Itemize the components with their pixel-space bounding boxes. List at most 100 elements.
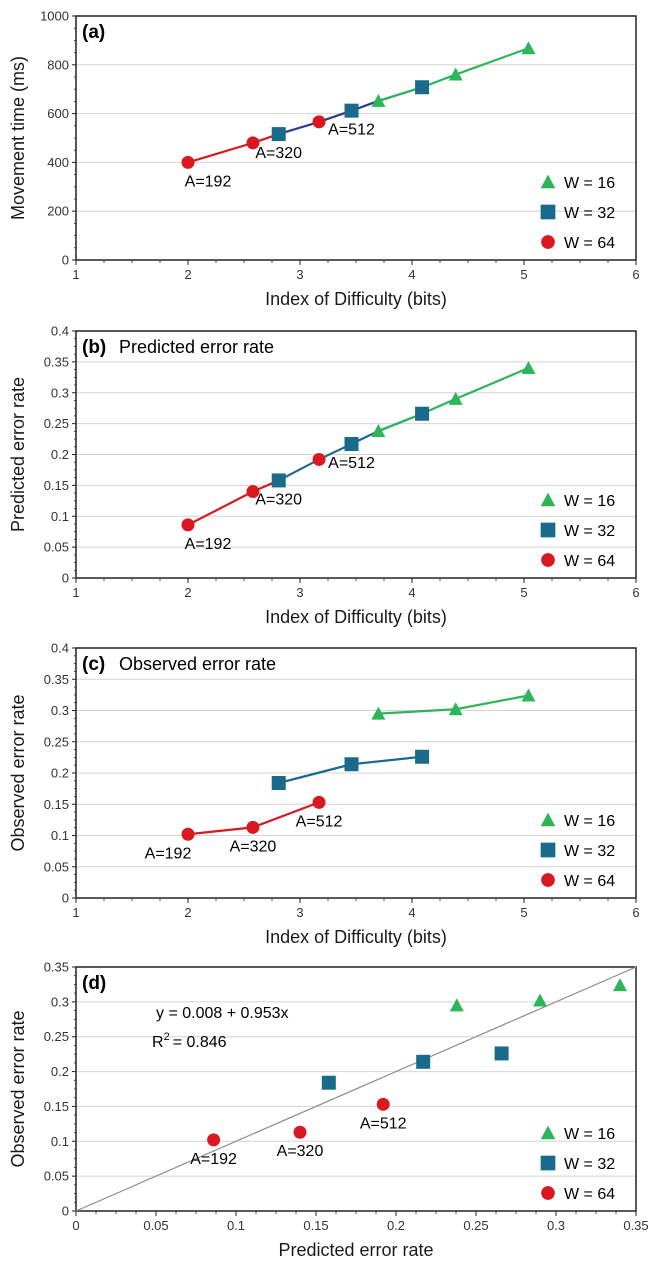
point-w64 xyxy=(207,1133,221,1147)
legend-label: W = 32 xyxy=(564,843,615,860)
y-tick-label: 0.2 xyxy=(51,1064,69,1079)
point-annotation: A=320 xyxy=(255,491,302,508)
x-tick-label: 0.1 xyxy=(227,1218,245,1233)
x-tick-label: 6 xyxy=(632,267,639,282)
point-annotation: A=512 xyxy=(296,813,343,830)
x-tick-label: 5 xyxy=(520,267,527,282)
y-tick-label: 0.05 xyxy=(44,540,69,555)
point-annotation: A=512 xyxy=(328,122,375,139)
point-w32 xyxy=(415,749,430,764)
x-tick-label: 0.05 xyxy=(143,1218,168,1233)
legend-marker xyxy=(541,1186,555,1200)
x-tick-label: 2 xyxy=(184,585,191,600)
point-w16 xyxy=(448,391,463,405)
point-w16 xyxy=(371,93,386,107)
y-tick-label: 0.1 xyxy=(51,1134,69,1149)
x-tick-label: 0.35 xyxy=(623,1218,648,1233)
legend-label: W = 32 xyxy=(564,523,615,540)
y-tick-label: 0.05 xyxy=(44,859,69,874)
legend-label: W = 32 xyxy=(564,205,615,222)
legend: W = 16 W = 32 W = 64 xyxy=(540,174,615,252)
point-w64 xyxy=(246,820,260,834)
legend: W = 16 W = 32 W = 64 xyxy=(540,492,615,570)
point-w64 xyxy=(181,155,195,169)
panel-d: 0 0.05 0.1 0.15 0.2 0.25 0.3 0.35 0 0.05 0.1 0.15 0.… xyxy=(8,960,649,1261)
panel-tag: (b) xyxy=(82,337,106,358)
point-w64 xyxy=(246,485,260,499)
plot-frame xyxy=(75,647,637,899)
panel-tag: (c) xyxy=(82,654,105,675)
point-w32 xyxy=(415,406,430,421)
r-squared-value: = 0.846 xyxy=(173,1034,227,1051)
r-squared: R2 = 0.846 xyxy=(152,1031,227,1051)
y-tick-label: 600 xyxy=(47,106,69,121)
y-tick-label: 0.35 xyxy=(44,960,69,975)
x-tick-label: 3 xyxy=(296,585,303,600)
y-tick-label: 0.15 xyxy=(44,478,69,493)
legend-marker xyxy=(540,1125,556,1140)
legend-label: W = 64 xyxy=(564,553,615,570)
legend-marker xyxy=(540,492,556,507)
point-annotation: A=512 xyxy=(360,1115,407,1132)
panel-b: 0 0.05 0.1 0.15 0.2 0.25 0.3 0.35 0.4 1 2 3 4 5 6 A=192… xyxy=(8,324,640,628)
x-tick-label: 3 xyxy=(296,267,303,282)
series-line xyxy=(378,47,529,102)
point-w64 xyxy=(181,827,195,841)
point-w64 xyxy=(312,115,326,129)
legend-label: W = 64 xyxy=(564,235,615,252)
x-tick-label: 3 xyxy=(296,905,303,920)
y-tick-label: 0.3 xyxy=(51,994,69,1009)
x-tick-label: 6 xyxy=(632,585,639,600)
y-axis-title: Predicted error rate xyxy=(8,377,28,532)
point-w16 xyxy=(521,688,536,702)
point-w32 xyxy=(271,473,286,488)
panel-title: Predicted error rate xyxy=(119,337,274,357)
point-w64 xyxy=(376,1097,390,1111)
legend-marker xyxy=(541,235,555,249)
regression-equation: y = 0.008 + 0.953x xyxy=(156,1005,289,1022)
legend-marker xyxy=(541,873,555,887)
legend: W = 16 W = 32 W = 64 xyxy=(540,812,615,890)
x-axis-title: Index of Difficulty (bits) xyxy=(265,289,447,309)
x-tick-label: 1 xyxy=(72,267,79,282)
x-tick-label: 1 xyxy=(72,585,79,600)
y-tick-label: 0 xyxy=(62,571,69,586)
panel-tag: (d) xyxy=(82,973,106,994)
panel-c: 0 0.05 0.1 0.15 0.2 0.25 0.3 0.35 0.4 1 2 3 4 5 6 A=192… xyxy=(8,641,640,948)
x-tick-label: 5 xyxy=(520,585,527,600)
point-w32 xyxy=(494,1046,509,1061)
point-w64 xyxy=(181,518,195,532)
point-annotation: A=320 xyxy=(230,838,277,855)
point-annotation: A=512 xyxy=(328,455,375,472)
legend-marker xyxy=(540,812,556,827)
y-tick-label: 400 xyxy=(47,155,69,170)
y-tick-label: 0.35 xyxy=(44,354,69,369)
point-w32 xyxy=(416,1054,431,1069)
y-axis-title: Movement time (ms) xyxy=(8,56,28,220)
y-tick-label: 800 xyxy=(47,57,69,72)
y-tick-label: 200 xyxy=(47,204,69,219)
panel-title: Observed error rate xyxy=(119,654,276,674)
point-w32 xyxy=(344,437,359,452)
legend-marker xyxy=(541,553,555,567)
y-tick-label: 0.05 xyxy=(44,1169,69,1184)
point-annotation: A=192 xyxy=(190,1151,237,1168)
y-tick-label: 0.25 xyxy=(44,1029,69,1044)
point-w16 xyxy=(448,702,463,716)
y-tick-label: 0.35 xyxy=(44,672,69,687)
point-w64 xyxy=(312,452,326,466)
point-w64 xyxy=(246,136,260,150)
x-tick-label: 2 xyxy=(184,267,191,282)
point-annotation: A=192 xyxy=(145,845,192,862)
y-tick-label: 0.1 xyxy=(51,828,69,843)
x-axis-title: Index of Difficulty (bits) xyxy=(265,927,447,947)
identity-line xyxy=(75,966,637,1212)
x-axis-title: Predicted error rate xyxy=(278,1240,433,1260)
legend-label: W = 16 xyxy=(564,175,615,192)
y-tick-label: 0.4 xyxy=(51,324,69,339)
point-w16 xyxy=(371,706,386,720)
x-tick-label: 2 xyxy=(184,905,191,920)
point-w32 xyxy=(344,757,359,772)
point-w32 xyxy=(271,776,286,790)
